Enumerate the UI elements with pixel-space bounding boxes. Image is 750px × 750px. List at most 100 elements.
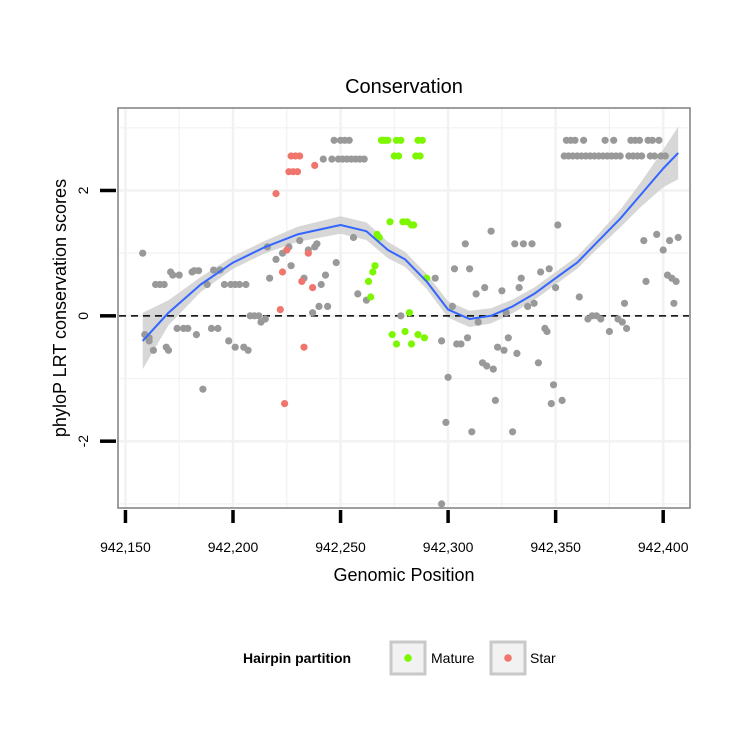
legend-key-star — [489, 640, 527, 676]
data-point — [175, 271, 183, 279]
data-point — [554, 221, 562, 229]
data-point — [139, 249, 147, 257]
data-point — [311, 161, 319, 169]
data-point — [278, 268, 287, 276]
data-point — [405, 309, 413, 317]
data-point — [418, 136, 426, 144]
legend-entry-star: Star — [489, 640, 556, 676]
x-axis: 942,150 942,200 942,250 942,300 942,350 942,4… — [100, 510, 689, 555]
data-point — [610, 136, 618, 144]
x-tick-label: 942,250 — [315, 539, 366, 555]
data-point — [169, 271, 177, 279]
data-point — [173, 324, 181, 332]
y-axis-label: phyloP LRT conservation scores — [50, 179, 70, 437]
data-point — [328, 155, 336, 163]
data-point — [491, 396, 499, 404]
data-point — [160, 280, 168, 289]
data-point — [530, 299, 538, 307]
data-point — [534, 359, 543, 367]
data-point — [466, 265, 474, 273]
data-point — [648, 136, 657, 144]
data-point — [397, 136, 405, 144]
legend-swatch-star — [504, 654, 512, 662]
data-point — [517, 274, 525, 282]
data-point — [395, 152, 403, 160]
data-point — [463, 334, 472, 342]
data-point — [481, 284, 489, 292]
data-point — [321, 271, 330, 279]
data-point — [448, 302, 456, 310]
data-point — [145, 337, 153, 345]
data-point — [653, 230, 661, 238]
data-point — [616, 152, 624, 160]
data-point — [638, 152, 646, 160]
data-point — [620, 299, 629, 307]
data-point — [571, 136, 579, 144]
data-point — [575, 293, 583, 301]
data-point — [349, 233, 358, 242]
series-mature — [364, 136, 431, 348]
data-point — [300, 343, 308, 351]
data-point — [580, 136, 588, 144]
legend-swatch-mature — [404, 654, 412, 662]
data-point — [388, 331, 396, 339]
legend-label-star: Star — [530, 650, 556, 666]
data-point — [397, 312, 405, 320]
data-point — [283, 246, 291, 254]
data-point — [552, 284, 560, 292]
legend: Hairpin partition Mature Star — [243, 640, 556, 676]
plot-panel — [117, 107, 691, 509]
smooth-line — [141, 152, 679, 342]
series-other — [139, 136, 682, 508]
data-point — [601, 136, 609, 144]
data-point — [364, 277, 373, 285]
data-point — [543, 327, 551, 336]
data-point — [272, 190, 280, 198]
data-point — [487, 227, 495, 235]
data-point — [450, 265, 459, 273]
data-point — [203, 280, 211, 289]
data-point — [210, 266, 218, 274]
data-point — [220, 280, 228, 289]
x-tick-label: 942,200 — [208, 539, 259, 555]
data-point — [515, 284, 523, 292]
data-point — [414, 331, 422, 339]
data-point — [298, 277, 306, 285]
data-point — [192, 331, 200, 339]
data-point — [309, 309, 317, 317]
legend-entry-mature: Mature — [389, 640, 475, 676]
data-point — [309, 284, 317, 292]
data-point — [558, 396, 566, 404]
data-point — [199, 385, 207, 393]
y-tick-label: -2 — [75, 435, 91, 448]
chart-title: Conservation — [345, 76, 463, 98]
data-point — [304, 249, 312, 257]
data-point — [547, 400, 555, 408]
data-point — [184, 324, 192, 332]
data-point — [407, 340, 416, 348]
data-point — [369, 268, 377, 276]
data-point — [296, 237, 304, 245]
data-point — [195, 267, 203, 275]
data-point — [242, 280, 250, 289]
data-point — [537, 268, 545, 276]
data-point — [416, 152, 424, 160]
data-point — [444, 373, 452, 381]
data-point — [438, 337, 446, 345]
data-point — [549, 381, 558, 389]
data-point — [266, 274, 274, 282]
data-point — [659, 246, 667, 254]
data-point — [410, 221, 418, 229]
data-point — [670, 299, 678, 307]
data-point — [164, 346, 173, 354]
data-point — [261, 315, 269, 323]
data-point — [474, 318, 482, 326]
legend-title: Hairpin partition — [243, 650, 351, 666]
data-point — [272, 255, 280, 263]
data-point — [457, 340, 465, 348]
data-point — [655, 136, 663, 144]
data-point — [231, 343, 239, 351]
data-point — [319, 155, 327, 163]
y-tick-label: 2 — [75, 186, 91, 194]
data-point — [519, 240, 528, 248]
